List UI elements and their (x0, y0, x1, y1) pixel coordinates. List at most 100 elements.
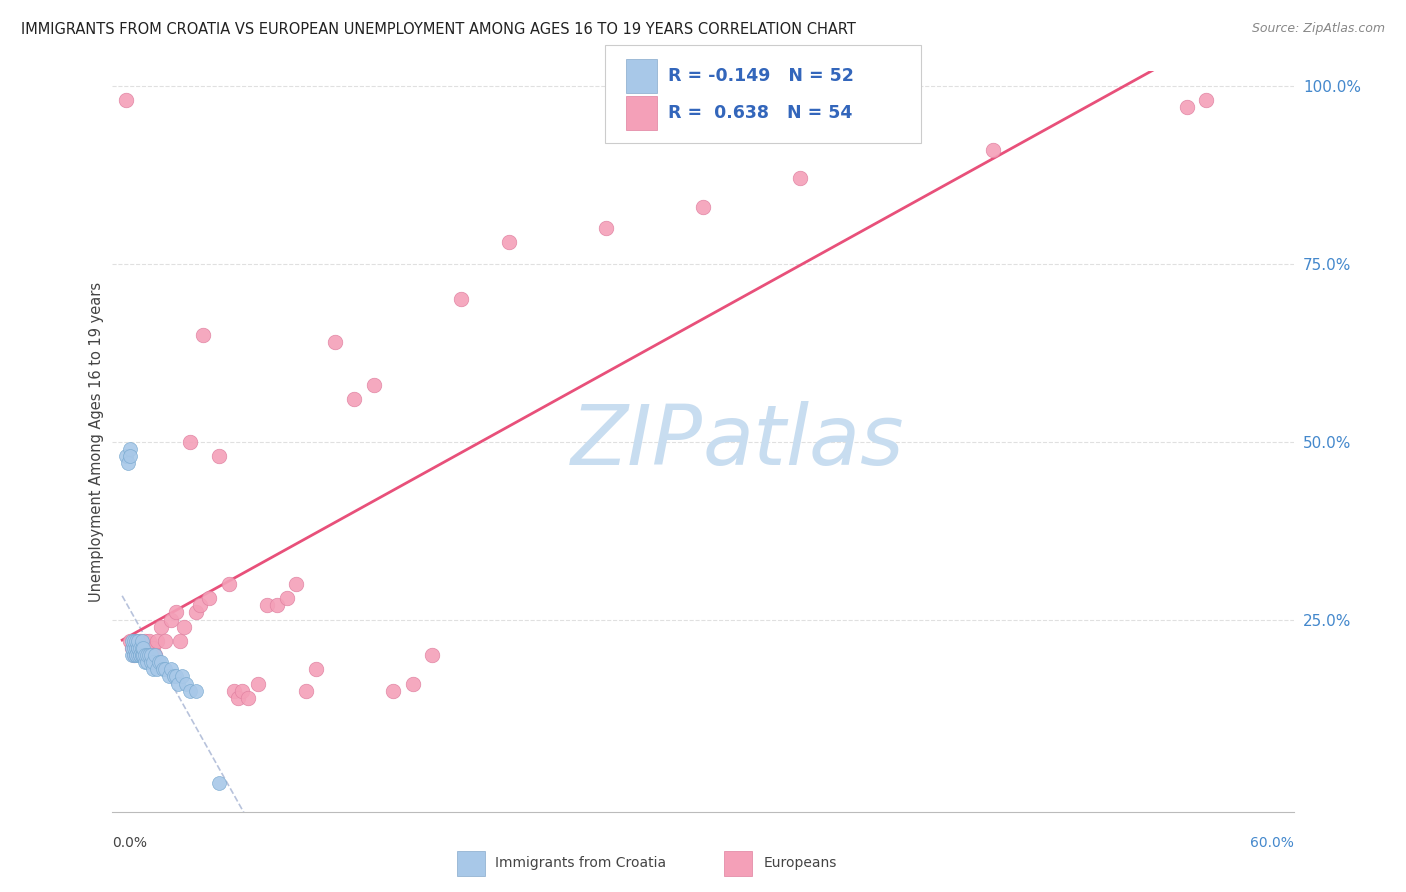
Point (149, 655, 172, 669)
Point (167, 676, 190, 690)
Point (498, 235, 520, 250)
Point (172, 669, 194, 683)
Point (121, 633, 143, 648)
Point (228, 690, 250, 705)
Point (157, 669, 180, 683)
Point (143, 648, 166, 662)
Point (138, 633, 160, 648)
Text: ZIP: ZIP (571, 401, 703, 482)
Point (117, 456, 139, 470)
Point (125, 640, 148, 655)
Point (136, 655, 159, 669)
Point (363, 377, 385, 392)
Point (127, 640, 149, 655)
Point (118, 442, 141, 456)
Point (184, 683, 207, 698)
Text: 0.0%: 0.0% (112, 836, 148, 850)
Point (165, 669, 187, 683)
Point (420, 648, 443, 662)
Point (141, 648, 163, 662)
Point (184, 606, 207, 620)
Text: Europeans: Europeans (763, 856, 837, 871)
Point (131, 648, 153, 662)
Point (174, 676, 197, 690)
Point (125, 648, 148, 662)
Point (122, 633, 145, 648)
Point (208, 449, 231, 463)
Point (134, 655, 156, 669)
Point (132, 640, 155, 655)
Point (246, 676, 269, 690)
Point (295, 683, 318, 698)
Point (132, 640, 155, 655)
Point (148, 655, 170, 669)
Point (983, 143, 1005, 157)
Text: IMMIGRANTS FROM CROATIA VS EUROPEAN UNEMPLOYMENT AMONG AGES 16 TO 19 YEARS CORRE: IMMIGRANTS FROM CROATIA VS EUROPEAN UNEM… (21, 22, 856, 37)
Y-axis label: Unemployment Among Ages 16 to 19 years: Unemployment Among Ages 16 to 19 years (89, 282, 104, 601)
Point (122, 648, 145, 662)
Point (266, 599, 288, 613)
Point (343, 392, 366, 406)
Point (128, 648, 150, 662)
Text: Immigrants from Croatia: Immigrants from Croatia (495, 856, 666, 871)
Point (134, 633, 156, 648)
Point (128, 648, 150, 662)
Point (127, 648, 149, 662)
Point (125, 648, 148, 662)
Point (142, 655, 165, 669)
Point (121, 640, 143, 655)
Point (256, 599, 278, 613)
Point (159, 613, 181, 627)
Point (153, 633, 176, 648)
Point (165, 606, 187, 620)
Point (179, 434, 201, 449)
Point (285, 577, 308, 591)
Point (142, 662, 165, 676)
Point (323, 334, 346, 349)
Point (122, 648, 145, 662)
Point (1195, 93, 1218, 107)
Point (146, 633, 169, 648)
Point (153, 662, 176, 676)
Point (141, 655, 163, 669)
Point (193, 327, 215, 342)
Point (1175, 100, 1198, 114)
Point (188, 599, 211, 613)
Point (173, 619, 195, 633)
Point (305, 662, 328, 676)
Point (179, 683, 201, 698)
Point (131, 648, 153, 662)
Point (276, 591, 298, 606)
Point (115, 93, 138, 107)
Point (142, 640, 165, 655)
Point (224, 683, 246, 698)
Point (149, 619, 172, 633)
Point (118, 449, 141, 463)
Point (131, 640, 153, 655)
Text: R = -0.149   N = 52: R = -0.149 N = 52 (668, 67, 853, 85)
Point (789, 171, 811, 186)
Point (169, 633, 191, 648)
Point (595, 221, 617, 235)
Point (122, 640, 145, 655)
Point (128, 640, 150, 655)
Point (692, 200, 714, 214)
Point (134, 648, 156, 662)
Point (136, 648, 159, 662)
Point (131, 633, 153, 648)
Point (121, 648, 143, 662)
Point (138, 648, 160, 662)
Point (131, 648, 153, 662)
Point (218, 577, 240, 591)
Point (198, 591, 221, 606)
Point (159, 662, 181, 676)
Point (127, 633, 149, 648)
Point (450, 292, 472, 306)
Point (208, 776, 231, 790)
Point (121, 640, 143, 655)
Point (125, 633, 148, 648)
Point (127, 640, 149, 655)
Point (236, 690, 259, 705)
Point (132, 648, 155, 662)
Point (152, 662, 174, 676)
